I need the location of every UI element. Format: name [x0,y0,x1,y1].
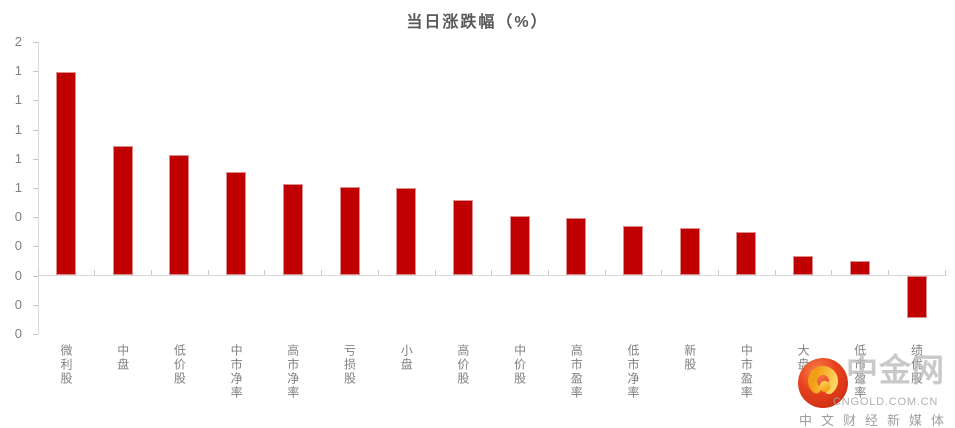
x-axis-tick [491,270,493,275]
x-axis-tick [774,270,776,275]
bar-微利股 [56,72,76,276]
y-tick-label: 0 [14,209,22,225]
bar-中市盈率 [736,232,757,276]
bar-低市盈率 [849,261,870,276]
x-tick-label: 大盘 [796,344,811,372]
chart-title: 当日涨跌幅（%） [406,14,549,31]
x-axis-tick [321,270,323,275]
y-tick-label: 0 [14,238,22,254]
y-axis-tick [32,71,38,73]
y-tick-label: 1 [14,179,22,195]
x-tick-label: 低市净率 [626,344,640,400]
x-tick-label: 高市盈率 [569,344,584,400]
bar-中盘 [112,145,133,276]
x-axis-tick [434,270,436,275]
bar-大盘 [793,255,814,276]
bar-低价股 [169,155,190,276]
y-tick-label: 1 [14,63,22,79]
y-axis-tick [32,275,38,277]
y-tick-label: 2 [14,33,22,49]
x-axis-line [37,274,947,277]
x-axis-tick [888,270,890,275]
x-tick-label: 中盘 [115,344,130,372]
watermark-domain: CNGOLD.COM.CN [833,396,939,408]
x-tick-label: 微利股 [59,344,73,386]
x-axis-tick [831,270,833,275]
y-axis-tick [32,246,38,248]
x-tick-label: 中市盈率 [739,344,754,400]
x-tick-label: 绩优股 [909,344,924,386]
y-axis-tick [32,41,38,43]
bar-低市净率 [623,226,643,276]
x-axis-tick [37,270,39,275]
bar-绩优股 [906,275,927,318]
y-tick-label: 1 [14,121,22,137]
x-axis-tick [264,270,266,275]
y-axis-tick [32,333,38,335]
x-tick-label: 高价股 [455,344,470,386]
y-tick-label: 1 [14,92,22,108]
x-axis-tick [94,270,96,275]
x-axis-tick [151,270,153,275]
y-axis-tick [32,304,38,306]
y-axis-tick [32,158,38,160]
y-tick-label: 0 [14,296,22,312]
bar-高市净率 [282,184,303,276]
bar-亏损股 [339,186,360,276]
x-axis-tick [718,270,720,275]
x-axis-tick [207,270,209,275]
bar-高价股 [452,199,473,276]
x-tick-label: 高市净率 [285,344,300,400]
y-axis-tick [32,217,38,219]
x-axis-tick [604,270,606,275]
x-axis-tick [547,270,549,275]
y-tick-label: 0 [14,325,22,341]
y-axis-tick [32,100,38,102]
y-axis-tick [32,129,38,131]
bar-小盘 [396,187,417,276]
x-tick-label: 亏损股 [342,344,357,386]
bar-高市盈率 [566,218,587,276]
x-tick-label: 中价股 [512,344,527,386]
bar-中市净率 [226,171,247,276]
x-axis-tick [661,270,663,275]
x-tick-label: 小盘 [399,344,414,372]
x-tick-label: 中市净率 [229,344,244,400]
y-tick-label: 1 [14,150,22,166]
y-axis-line [37,41,39,334]
bar-中价股 [509,215,530,276]
x-tick-label: 新股 [682,344,697,372]
x-axis-tick [944,270,946,275]
x-tick-label: 低价股 [172,344,187,386]
y-axis-tick [32,187,38,189]
x-axis-tick [377,270,379,275]
watermark-tagline: 中文财经新媒体 [799,413,954,428]
y-tick-label: 0 [14,267,22,283]
x-tick-label: 低市盈率 [852,344,867,400]
bar-新股 [679,227,700,276]
